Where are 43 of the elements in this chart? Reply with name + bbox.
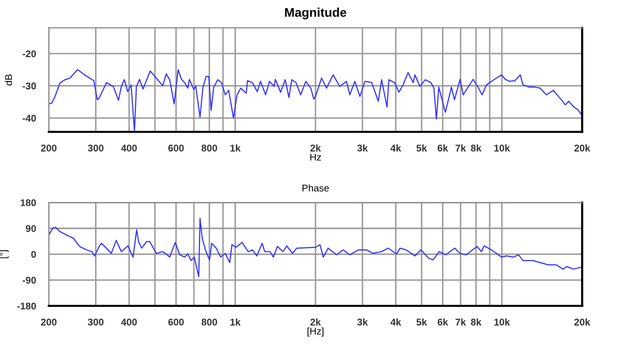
x-tick-label: 7k	[456, 318, 466, 326]
x-tick-label: 400	[121, 318, 137, 326]
x-tick-label: 2k	[310, 144, 321, 152]
y-axis-title: dB	[4, 74, 12, 86]
x-tick-label: 3k	[357, 318, 368, 326]
y-tick-label: 180	[20, 199, 36, 206]
x-tick-label: 600	[168, 144, 184, 152]
x-tick-label: 2k	[310, 318, 321, 326]
x-tick-label: 6k	[438, 144, 448, 152]
chart-title: Phase	[302, 184, 329, 192]
x-tick-label: 400	[121, 144, 137, 152]
x-tick-label: 800	[202, 318, 218, 326]
x-tick-label: 4k	[390, 318, 402, 326]
x-tick-label: 6k	[438, 318, 448, 326]
x-tick-label: 5k	[416, 144, 428, 152]
x-tick-label: 600	[168, 318, 184, 326]
chart-title: Magnitude	[285, 8, 346, 20]
y-tick-label: -20	[22, 50, 36, 58]
y-tick-label: -40	[22, 114, 36, 122]
x-tick-label: 10k	[494, 318, 510, 326]
x-tick-label: 20k	[574, 144, 590, 152]
x-tick-label: 1k	[230, 144, 241, 152]
x-tick-label: 200	[41, 144, 57, 152]
x-tick-label: 8k	[470, 144, 482, 152]
y-tick-label: -180	[17, 302, 36, 310]
x-tick-label: 800	[202, 144, 218, 152]
x-tick-label: 300	[88, 318, 104, 326]
x-axis-title: Hz	[310, 154, 321, 160]
x-tick-label: 7k	[456, 144, 466, 152]
x-tick-label: 200	[41, 318, 57, 326]
x-tick-label: 10k	[494, 144, 510, 152]
x-tick-label: 20k	[574, 318, 590, 326]
y-tick-label: -90	[22, 276, 36, 284]
x-tick-label: 8k	[470, 318, 482, 326]
x-tick-label: 3k	[357, 144, 368, 152]
x-axis-title: [Hz]	[308, 327, 324, 337]
x-tick-label: 1k	[230, 318, 241, 326]
y-tick-label: 90	[26, 225, 36, 232]
x-tick-label: 4k	[390, 144, 402, 152]
y-tick-label: 0	[31, 250, 36, 258]
x-tick-label: 5k	[416, 318, 428, 326]
y-tick-label: -30	[22, 82, 36, 90]
x-tick-label: 300	[88, 144, 104, 152]
